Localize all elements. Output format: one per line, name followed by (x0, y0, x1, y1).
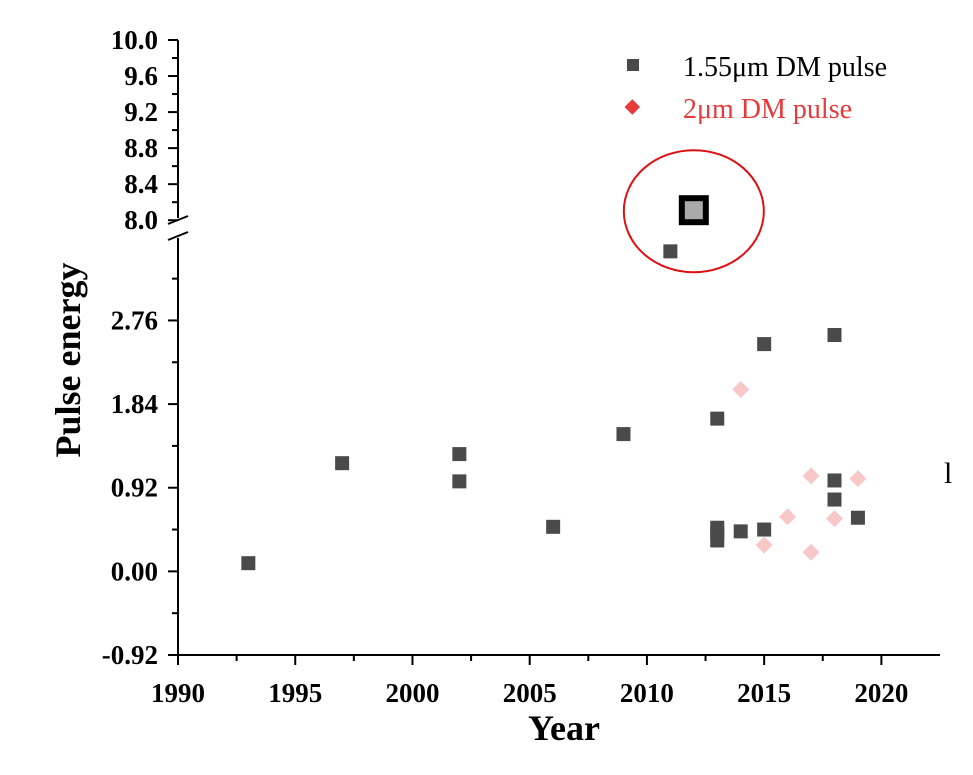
x-axis-title: Year (528, 708, 600, 748)
data-point-series-1 (335, 456, 350, 471)
data-point-series-2 (849, 470, 867, 488)
axes-group (167, 40, 940, 656)
legend-marker-series-2 (624, 99, 641, 115)
data-point-series-2 (755, 536, 773, 554)
y-upper-tick-label: 8.8 (124, 133, 158, 163)
legend: 1.55μm DM pulse 2μm DM pulse (624, 52, 887, 125)
legend-marker-series-1 (627, 59, 639, 71)
x-tick-label: 2010 (620, 678, 674, 708)
marks-group (241, 244, 867, 571)
legend-label-series-1: 1.55μm DM pulse (683, 52, 887, 83)
data-point-series-1 (733, 524, 748, 539)
data-point-series-1 (241, 556, 256, 571)
data-point-series-1 (452, 474, 467, 489)
data-point-series-1 (616, 427, 631, 442)
x-tick-label: 2015 (737, 678, 791, 708)
y-upper-tick-label: 8.0 (124, 205, 158, 235)
x-tick-label: 2005 (503, 678, 557, 708)
data-point-series-2 (732, 381, 750, 399)
data-point-series-1 (710, 533, 725, 548)
data-point-series-1 (827, 328, 842, 342)
data-point-series-1 (546, 519, 561, 534)
data-point-series-1 (757, 522, 772, 537)
y-axis-title: Pulse energy (48, 263, 88, 458)
x-tick-label: 2000 (385, 678, 439, 708)
x-tick-label: 2020 (854, 678, 908, 708)
y-lower-tick-label: -0.92 (102, 640, 158, 670)
data-point-series-2 (802, 543, 820, 561)
y-upper-tick-label: 8.4 (124, 169, 158, 199)
data-point-series-1 (663, 244, 678, 259)
y-lower-tick-label: 0.92 (111, 473, 158, 503)
y-lower-tick-label: 1.84 (111, 389, 158, 419)
legend-label-series-2: 2μm DM pulse (683, 94, 852, 125)
y-upper-tick-label: 10.0 (111, 25, 158, 55)
highlight-point (678, 195, 709, 226)
data-point-series-1 (757, 337, 772, 352)
x-tick-label: 1995 (268, 678, 322, 708)
y-upper-tick-label: 9.2 (124, 97, 158, 127)
x-tick-label: 1990 (151, 678, 205, 708)
ticks-group: 1990 1995 2000 2005 2010 2015 2020 -0.92 0.00 0.9… (102, 25, 909, 708)
data-point-series-1 (827, 473, 842, 488)
highlight-circle (622, 149, 765, 274)
data-point-series-2 (779, 508, 797, 526)
data-point-series-1 (827, 492, 842, 507)
data-point-series-1 (710, 411, 725, 426)
side-note: l (944, 457, 952, 490)
y-lower-tick-label: 2.76 (111, 305, 158, 335)
data-point-series-2 (802, 467, 820, 485)
data-point-series-1 (850, 510, 865, 525)
highlight-group (622, 149, 765, 274)
y-upper-tick-label: 9.6 (124, 61, 158, 91)
data-point-series-1 (452, 447, 467, 462)
axis-break-mark-2 (167, 231, 189, 241)
data-point-series-2 (826, 510, 843, 528)
y-lower-tick-label: 0.00 (111, 556, 158, 586)
